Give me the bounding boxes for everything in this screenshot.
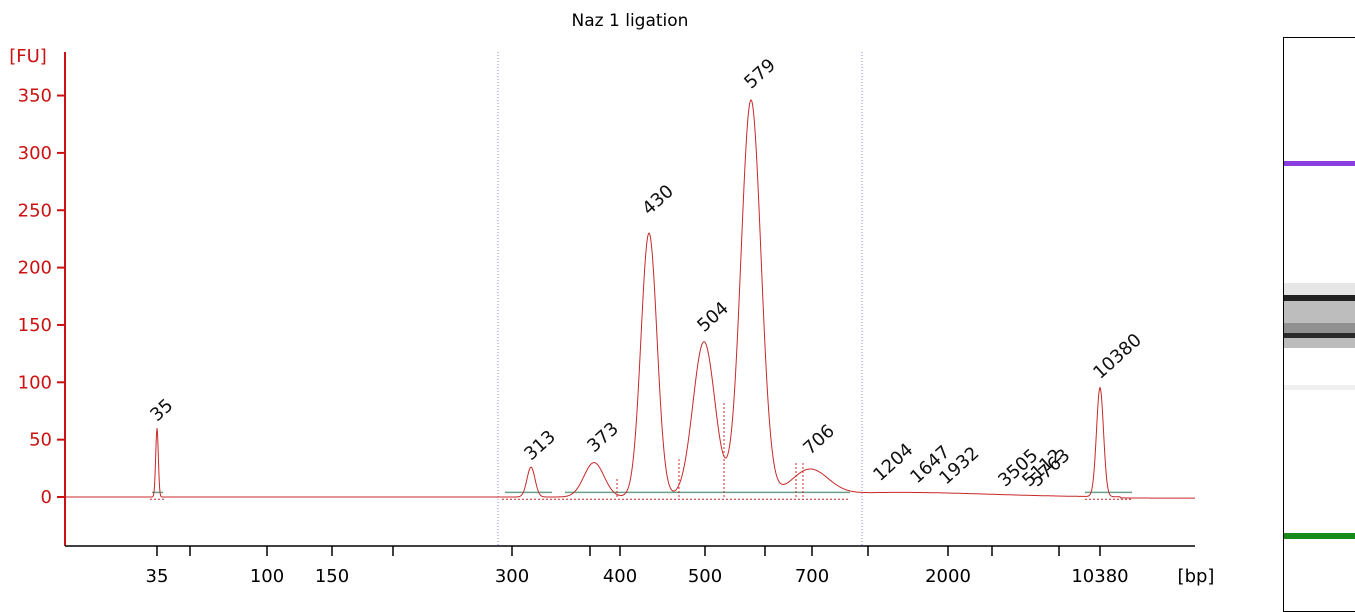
gel-lower-marker-band [1284, 533, 1355, 539]
peak-label: 579 [740, 55, 780, 94]
x-tick-label: 300 [495, 566, 529, 587]
y-tick-label: 150 [18, 315, 52, 336]
x-tick-label: 10380 [1071, 566, 1128, 587]
x-tick-label: 500 [688, 566, 722, 587]
peak-label: 313 [520, 426, 560, 465]
x-tick-label: 150 [315, 566, 349, 587]
y-axis-label: [FU] [9, 46, 47, 67]
peak-label: 430 [638, 181, 678, 220]
gel-image [1283, 37, 1355, 612]
y-tick-label: 250 [18, 200, 52, 221]
y-tick-label: 0 [41, 487, 52, 508]
gel-band [1284, 323, 1355, 333]
gel-smear-band [1284, 338, 1355, 348]
peak-label: 373 [583, 418, 623, 457]
y-tick-label: 300 [18, 143, 52, 164]
y-tick-label: 50 [29, 430, 52, 451]
peak-label: 35 [146, 395, 177, 426]
x-axis-label: [bp] [1178, 566, 1215, 587]
electropherogram-chart: Naz 1 ligation [FU] [bp] 0 50 100 150 200 250… [9, 11, 1215, 587]
x-tick-label: 400 [603, 566, 637, 587]
y-tick-label: 100 [18, 372, 52, 393]
peak-label: 706 [799, 421, 839, 460]
peak-label: 1204 [869, 439, 917, 485]
gel-band [1284, 385, 1355, 390]
y-tick-label: 350 [18, 86, 52, 107]
gel-upper-marker-band [1284, 161, 1355, 166]
x-tick-label: 100 [250, 566, 284, 587]
x-tick-label: 2000 [925, 566, 971, 587]
x-tick-label: 35 [146, 566, 169, 587]
x-tick-label: 700 [795, 566, 829, 587]
gel-smear-band [1284, 301, 1355, 323]
peak-label: 504 [693, 298, 733, 337]
y-tick-label: 200 [18, 258, 52, 279]
gel-smear-band [1284, 283, 1355, 295]
chart-title: Naz 1 ligation [572, 11, 689, 31]
gel-band [1284, 295, 1355, 301]
gel-band [1284, 333, 1355, 338]
signal-trace [66, 99, 1195, 499]
peak-label: 10380 [1089, 330, 1146, 384]
